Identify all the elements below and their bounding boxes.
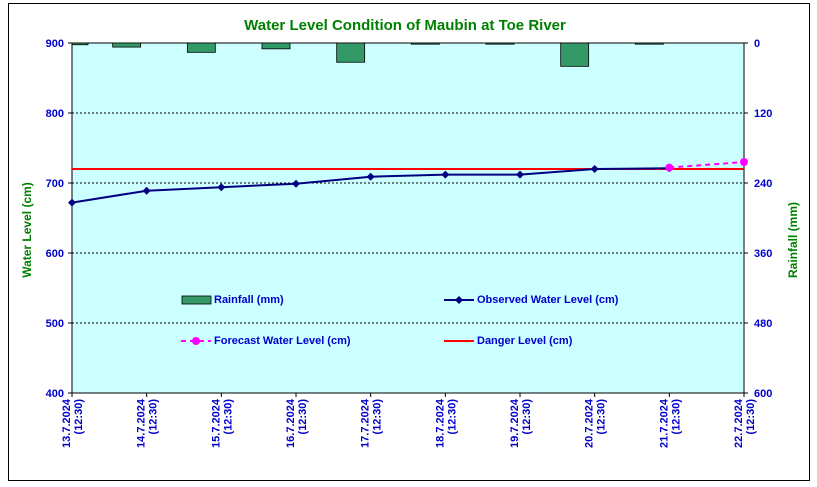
legend-marker-forecast [192, 337, 200, 345]
observed-point [292, 179, 300, 188]
left-tick-label: 700 [46, 178, 64, 190]
x-tick-label-time: (12:30) [297, 399, 309, 435]
right-tick-label: 480 [754, 318, 772, 330]
x-tick-label-time: (12:30) [73, 399, 85, 435]
x-tick-label: 21.7.2024 [658, 398, 670, 448]
observed-water-level-series [68, 164, 674, 207]
x-tick-label-time: (12:30) [222, 399, 234, 435]
rainfall-bar [634, 42, 664, 45]
x-tick-label: 13.7.2024 [61, 398, 73, 448]
x-tick-label: 18.7.2024 [434, 398, 446, 448]
observed-point [441, 170, 450, 179]
x-tick-label: 14.7.2024 [136, 398, 148, 448]
legend-label-danger: Danger Level (cm) [477, 335, 573, 347]
legend: Rainfall (mm) Observed Water Level (cm) Fo… [181, 294, 619, 347]
right-tick-label: 600 [754, 388, 772, 400]
right-tick-label: 0 [754, 38, 760, 50]
right-tick-label: 240 [754, 178, 772, 190]
x-tick-label-time: (12:30) [670, 399, 682, 435]
x-tick-label-time: (12:30) [446, 399, 458, 435]
left-tick-label: 900 [46, 38, 64, 50]
observed-point [217, 183, 226, 192]
rainfall-bar [112, 42, 142, 48]
forecast-point [740, 158, 748, 166]
left-tick-label: 600 [46, 248, 64, 260]
rainfall-bar [410, 42, 440, 45]
observed-point [590, 165, 599, 173]
rainfall-bar [186, 42, 216, 53]
x-tick-label: 17.7.2024 [360, 398, 372, 448]
rainfall-bar [336, 42, 366, 63]
right-tick-label: 120 [754, 108, 772, 120]
legend-marker-observed [455, 296, 463, 304]
rainfall-bars [71, 42, 664, 67]
right-tick-label: 360 [754, 248, 772, 260]
left-axis-ticks: 400 500 600 700 800 900 [46, 38, 72, 400]
legend-label-rainfall: Rainfall (mm) [214, 294, 284, 306]
rainfall-bar [485, 42, 515, 45]
x-tick-label: 22.7.2024 [733, 398, 745, 448]
observed-point [142, 186, 151, 195]
right-axis-ticks: 0 120 240 360 480 600 [744, 38, 772, 400]
legend-label-observed: Observed Water Level (cm) [477, 294, 619, 306]
x-tick-label: 19.7.2024 [509, 398, 521, 448]
legend-swatch-rainfall [181, 295, 212, 305]
gridlines [72, 42, 744, 324]
x-tick-label-time: (12:30) [521, 399, 533, 435]
left-axis-title: Water Level (cm) [20, 182, 34, 278]
x-tick-label: 15.7.2024 [210, 398, 222, 448]
left-tick-label: 800 [46, 108, 64, 120]
x-tick-label-time: (12:30) [745, 399, 757, 435]
right-axis-title: Rainfall (mm) [786, 202, 800, 278]
chart-title: Water Level Condition of Maubin at Toe R… [244, 17, 566, 34]
x-tick-label-time: (12:30) [148, 399, 160, 435]
left-tick-label: 400 [46, 388, 64, 400]
legend-label-forecast: Forecast Water Level (cm) [214, 335, 351, 347]
rainfall-bar [71, 42, 89, 46]
observed-point [516, 170, 524, 179]
forecast-water-level-series [665, 158, 748, 172]
rainfall-bar [560, 42, 590, 67]
x-axis-ticks: 13.7.2024 (12:30) 14.7.2024 (12:30) 15.7.202… [61, 393, 757, 448]
observed-point [366, 172, 375, 181]
x-tick-label: 16.7.2024 [285, 398, 297, 448]
observed-point [68, 198, 76, 207]
x-tick-label: 20.7.2024 [584, 398, 596, 448]
forecast-line [669, 161, 745, 169]
x-tick-label-time: (12:30) [372, 399, 384, 435]
forecast-point [665, 163, 674, 172]
plot-area [71, 42, 745, 394]
rainfall-bar [261, 42, 291, 50]
x-tick-label-time: (12:30) [596, 399, 608, 435]
left-tick-label: 500 [46, 318, 64, 330]
